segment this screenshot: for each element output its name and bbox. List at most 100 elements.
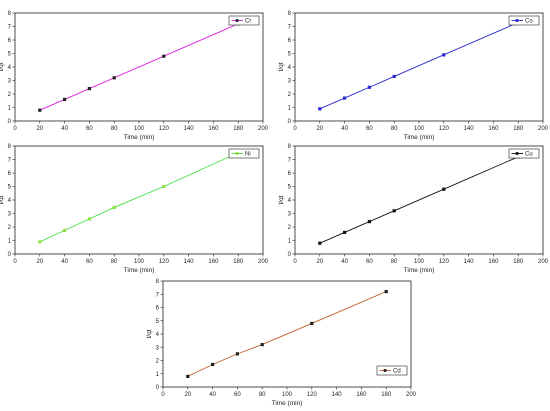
series-line-Cu [319,156,519,244]
y-tick-label: 6 [288,38,292,44]
y-tick-label: 4 [8,65,12,71]
y-tick-label: 3 [8,79,12,85]
x-tick-label: 160 [488,126,499,132]
x-tick-label: 0 [13,126,17,132]
x-tick-label: 100 [282,392,293,398]
chart-panel-1: 0 20 40 60 80 100 120 140 160 180 200 0 1 2 3 4 5 6 7 8 Time… [278,11,549,141]
x-axis-label: Time (min) [272,400,303,407]
y-tick-label: 0 [8,252,12,258]
legend-box [508,15,540,26]
y-tick-label: 0 [288,119,292,125]
y-tick-label: 6 [8,171,12,177]
y-tick-label: 7 [156,292,160,298]
data-point [211,362,215,367]
y-tick-label: 3 [156,345,160,351]
x-tick-label: 0 [293,259,297,265]
y-tick-label: 1 [288,239,292,245]
data-point [367,220,371,224]
y-tick-label: 8 [8,11,12,17]
y-tick-label: 3 [288,212,292,218]
y-tick-label: 5 [8,52,12,58]
data-point [310,321,314,325]
plot-frame [294,12,544,122]
x-tick-label: 40 [209,392,216,398]
data-point [87,87,91,91]
x-tick-label: 140 [184,126,195,132]
x-tick-label: 80 [259,392,266,398]
x-tick-label: 100 [134,126,145,132]
x-tick-label: 100 [414,126,425,132]
data-point [186,374,190,378]
legend-marker [235,19,239,22]
y-tick-label: 7 [8,25,12,31]
y-tick-label: 5 [288,185,292,191]
x-tick-label: 40 [341,126,348,132]
y-axis-label: t/qt [278,62,285,71]
x-tick-label: 60 [234,392,241,398]
x-tick-label: 200 [406,392,417,398]
y-tick-label: 8 [288,144,292,150]
x-tick-label: 160 [208,259,219,265]
x-axis-label: Time (min) [124,134,155,141]
x-tick-label: 60 [86,259,93,265]
y-tick-label: 4 [8,198,12,204]
y-axis-label: t/qt [0,62,5,71]
y-tick-label: 0 [288,252,292,258]
x-tick-label: 200 [538,126,549,132]
data-point [367,85,371,89]
x-tick-label: 40 [61,259,68,265]
x-tick-label: 20 [36,126,43,132]
legend-label: Cu [525,152,533,158]
x-tick-label: 160 [488,259,499,265]
data-point [318,241,322,245]
legend-label: Cd [393,369,401,375]
x-axis-label: Time (min) [124,267,155,274]
data-point [343,96,347,100]
chart-panel-3: 0 20 40 60 80 100 120 140 160 180 200 0 1 2 3 4 5 6 7 8 Time… [278,144,549,274]
x-tick-label: 60 [366,126,373,132]
y-axis-label: t/qt [0,195,5,204]
y-tick-label: 6 [156,306,160,312]
y-tick-label: 5 [156,319,160,325]
y-tick-label: 8 [8,144,12,150]
legend-marker [383,369,387,372]
x-tick-label: 80 [391,259,398,265]
y-tick-label: 7 [288,25,292,31]
legend-box [376,365,408,376]
y-tick-label: 2 [8,92,12,98]
x-tick-label: 120 [159,126,170,132]
data-point [38,240,42,244]
x-tick-label: 100 [134,259,145,265]
y-axis-label: t/qt [278,195,285,204]
legend-marker [515,19,519,22]
y-tick-label: 7 [288,158,292,164]
x-tick-label: 200 [538,259,549,265]
x-tick-label: 160 [356,392,367,398]
series-line-Co [319,22,519,110]
x-axis-label: Time (min) [404,134,435,141]
y-tick-label: 0 [8,119,12,125]
y-tick-label: 7 [8,158,12,164]
x-tick-label: 100 [414,259,425,265]
data-point [112,205,116,210]
x-tick-label: 80 [391,126,398,132]
y-tick-label: 3 [8,212,12,218]
x-tick-label: 40 [341,259,348,265]
data-point [235,352,239,356]
x-tick-label: 20 [184,392,191,398]
x-tick-label: 80 [111,126,118,132]
y-tick-label: 5 [288,52,292,58]
data-point [162,184,166,189]
data-point [63,97,67,101]
y-tick-label: 1 [8,106,12,112]
x-tick-label: 200 [258,126,269,132]
data-point [87,217,91,221]
y-tick-label: 2 [8,225,12,231]
x-tick-label: 120 [307,392,318,398]
y-tick-label: 2 [156,359,160,365]
x-tick-label: 0 [13,259,17,265]
y-tick-label: 1 [8,239,12,245]
y-tick-label: 1 [288,106,292,112]
data-point [392,209,396,213]
legend-marker [515,152,519,155]
